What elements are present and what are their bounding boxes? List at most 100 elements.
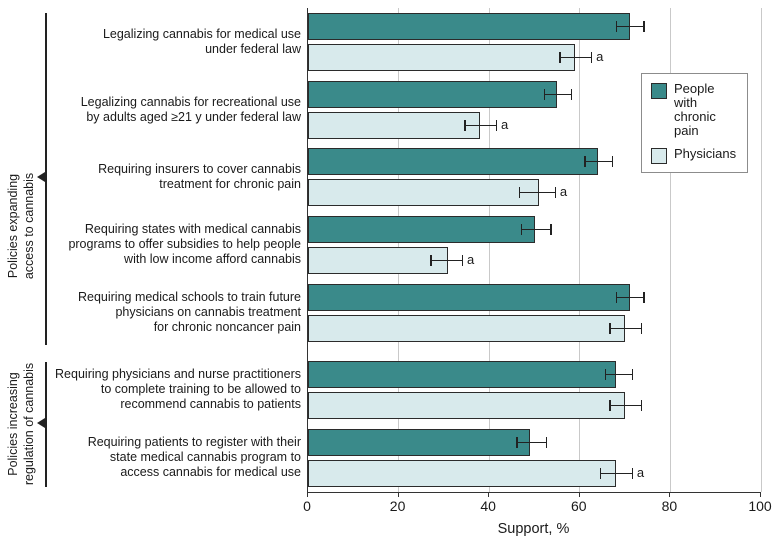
x-axis-title: Support, % (497, 521, 570, 537)
error-bar (609, 327, 641, 330)
category-label-line: programs to offer subsidies to help peop… (68, 237, 301, 251)
category-label-line: to complete training to be allowed to (100, 382, 301, 396)
category-label: Requiring states with medical cannabis pr… (41, 213, 301, 276)
x-axis-tick-label: 20 (389, 498, 406, 514)
category-label: Requiring medical schools to train futur… (41, 281, 301, 344)
category-label: Requiring insurers to cover cannabis trea… (41, 145, 301, 208)
x-axis-tick (307, 492, 308, 497)
error-bar (616, 25, 644, 28)
x-axis-tick (578, 492, 580, 497)
error-bar (543, 93, 571, 96)
category-label-line: Requiring states with medical cannabis (84, 222, 301, 236)
category-label-line: state medical cannabis program to (109, 450, 301, 464)
footnote-marker: a (467, 252, 475, 267)
gridline (579, 8, 581, 492)
bar-chronic-pain (308, 13, 630, 40)
error-bar (464, 124, 496, 127)
category-label: Requiring patients to register with thei… (41, 426, 301, 489)
error-bar-cap (643, 21, 645, 32)
error-bar (518, 191, 555, 194)
gridline (669, 8, 671, 492)
bar-chronic-pain (308, 81, 558, 108)
error-bar (516, 441, 546, 444)
category-label-line: for chronic noncancer pain (153, 320, 301, 334)
error-bar-cap (640, 323, 643, 334)
error-bar-cap (543, 89, 545, 100)
error-bar-cap (464, 120, 466, 131)
error-bar (604, 373, 632, 376)
x-axis-tick-label: 0 (303, 498, 311, 514)
error-bar (430, 259, 462, 262)
bar-chronic-pain (308, 148, 598, 175)
error-bar-cap (495, 120, 498, 131)
gridline (488, 8, 490, 492)
category-label-line: access cannabis for medical use (120, 465, 301, 479)
category-label-line: Requiring physicians and nurse practitio… (55, 367, 301, 381)
error-bar-cap (609, 323, 611, 334)
legend-label: People with chronic pain (674, 81, 716, 138)
section-label-line: Policies increasing (6, 372, 20, 476)
error-bar-cap (631, 369, 634, 380)
error-bar (584, 160, 612, 163)
x-axis-tick (669, 492, 671, 497)
category-label: Legalizing cannabis for medical use under… (41, 10, 301, 73)
category-label-line: Requiring patients to register with thei… (87, 435, 301, 449)
x-axis-tick (397, 492, 399, 497)
error-bar-cap (609, 400, 611, 411)
section-bracket-expanding (45, 13, 47, 345)
category-label-line: physicians on cannabis treatment (115, 305, 301, 319)
error-bar-cap (616, 292, 618, 303)
error-bar (520, 228, 551, 231)
gridline (760, 8, 762, 492)
bar-chronic-pain (308, 284, 630, 311)
bar-physicians (308, 247, 449, 274)
legend-swatch-physicians (651, 148, 667, 164)
category-label-line: Legalizing cannabis for medical use (102, 26, 301, 41)
section-label-line: regulation of cannabis (22, 362, 36, 486)
error-bar-cap (462, 255, 464, 266)
bar-physicians (308, 315, 626, 342)
category-label: Legalizing cannabis for recreational use… (41, 78, 301, 141)
bar-physicians (308, 460, 617, 487)
x-axis-tick-label: 40 (480, 498, 496, 514)
category-label-line: with low income afford cannabis (124, 252, 301, 266)
legend-swatch-chronic-pain (651, 83, 667, 99)
bar-chronic-pain (308, 429, 530, 456)
error-bar-cap (570, 89, 573, 100)
x-axis-tick-label: 100 (748, 498, 772, 514)
error-bar-cap (643, 292, 645, 303)
error-bar (559, 56, 592, 59)
bar-chronic-pain (308, 361, 617, 388)
error-bar-cap (520, 224, 523, 235)
error-bar-cap (600, 468, 602, 479)
legend: People with chronic pain Physicians (641, 73, 748, 173)
category-label-line: Legalizing cannabis for recreational use (80, 94, 301, 109)
footnote-marker: a (500, 117, 509, 132)
category-label-line: Requiring insurers to cover cannabis (98, 161, 301, 176)
x-axis-tick (760, 492, 761, 497)
error-bar-cap (631, 468, 634, 479)
error-bar-cap (516, 437, 518, 448)
error-bar-cap (554, 187, 557, 198)
legend-entry-physicians: Physicians (651, 147, 740, 164)
error-bar-cap (584, 156, 586, 167)
error-bar-cap (591, 52, 593, 63)
category-label: Requiring physicians and nurse practitio… (41, 358, 301, 421)
error-bar-cap (640, 400, 643, 411)
category-label-line: under federal law (205, 41, 301, 56)
category-label-line: Requiring medical schools to train futur… (77, 290, 301, 304)
bar-chronic-pain (308, 216, 535, 243)
bar-physicians (308, 44, 576, 71)
bar-physicians (308, 392, 626, 419)
section-bracket-regulation (45, 362, 47, 487)
error-bar (600, 472, 632, 475)
error-bar-cap (545, 437, 548, 448)
bar-physicians (308, 179, 540, 206)
section-label-regulation: Policies increasing regulation of cannab… (5, 304, 37, 544)
error-bar (616, 296, 644, 299)
error-bar-cap (518, 187, 520, 198)
error-bar-cap (611, 156, 613, 167)
error-bar-cap (616, 21, 618, 32)
footnote-marker: a (559, 184, 568, 199)
